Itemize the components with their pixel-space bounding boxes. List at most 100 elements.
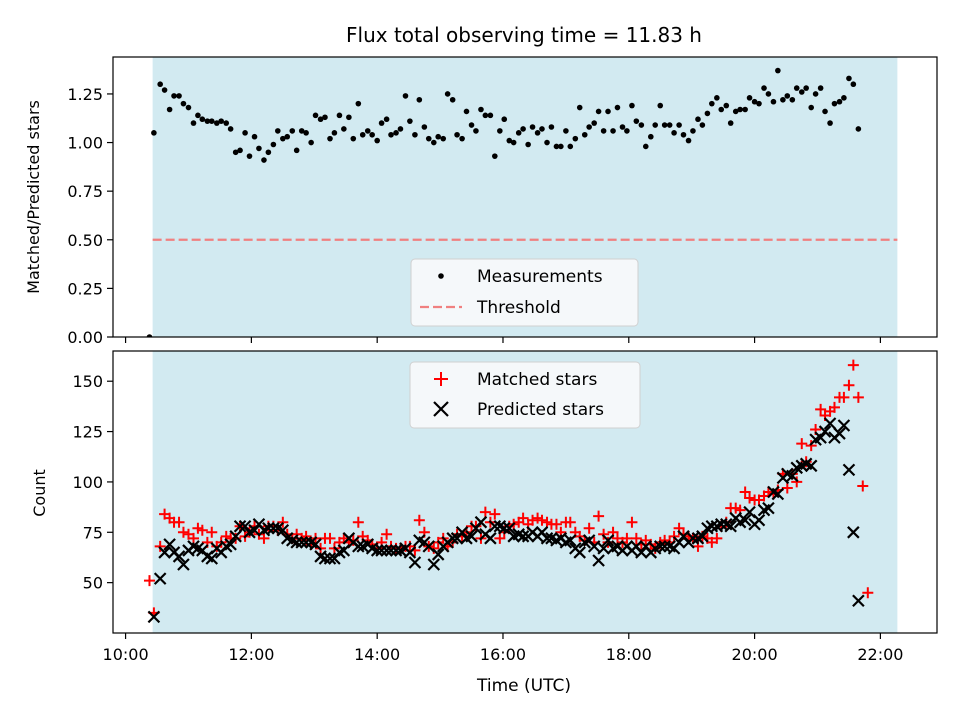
chart-title: Flux total observing time = 11.83 h xyxy=(346,23,702,47)
legend-matched-marker xyxy=(434,372,448,386)
legend-measurements-marker xyxy=(438,273,444,279)
measurement-point xyxy=(242,130,248,136)
measurement-point xyxy=(610,128,616,134)
matched-star-point xyxy=(196,524,208,536)
predicted-star-point xyxy=(352,540,365,553)
matched-star-point xyxy=(711,532,723,544)
matched-star-point xyxy=(847,359,859,371)
measurement-point xyxy=(633,118,640,124)
matched-star-point xyxy=(258,532,270,544)
measurement-point xyxy=(430,139,437,146)
matched-star-point xyxy=(527,514,539,526)
predicted-star-point xyxy=(601,534,615,547)
matched-star-point xyxy=(630,532,642,544)
predicted-star-point xyxy=(564,534,577,547)
predicted-star-point xyxy=(403,546,417,559)
matched-star-point xyxy=(381,528,393,540)
matched-star-point xyxy=(815,403,827,415)
measurement-point xyxy=(756,100,762,107)
measurements-layer xyxy=(146,67,862,337)
measurement-point xyxy=(737,106,743,113)
bottom-y-axis-label: Count xyxy=(30,469,49,517)
measurement-point xyxy=(567,143,574,150)
predicted-star-point xyxy=(696,530,709,543)
measurement-point xyxy=(359,131,366,138)
matched-star-point xyxy=(593,510,605,522)
predicted-star-point xyxy=(842,463,856,477)
matched-star-point xyxy=(828,401,840,413)
matched-star-point xyxy=(805,440,817,452)
predicted-star-point xyxy=(295,536,308,549)
matched-star-point xyxy=(300,530,312,542)
measurement-point xyxy=(369,131,375,138)
predicted-star-point xyxy=(488,519,502,533)
measurement-point xyxy=(808,104,814,111)
measurement-point xyxy=(657,102,664,109)
matched-star-point xyxy=(206,526,218,538)
measurement-point xyxy=(690,128,696,134)
measurement-point xyxy=(350,135,357,142)
bottom-y-tick-label: 50 xyxy=(83,574,103,593)
predicted-stars-layer xyxy=(147,417,865,624)
x-tick-label: 18:00 xyxy=(606,645,652,664)
measurement-point xyxy=(440,135,447,142)
matched-star-point xyxy=(489,508,501,520)
measurement-point xyxy=(151,130,157,136)
measurement-point xyxy=(501,116,508,123)
measurement-point xyxy=(374,137,380,144)
predicted-star-point xyxy=(653,540,667,553)
predicted-star-point xyxy=(597,542,610,555)
predicted-star-point xyxy=(290,536,303,549)
predicted-star-point xyxy=(238,519,252,533)
predicted-star-point xyxy=(474,515,488,529)
matched-star-point xyxy=(796,438,808,450)
predicted-star-point xyxy=(635,546,648,559)
measurement-point xyxy=(515,130,522,136)
matched-star-point xyxy=(550,518,562,530)
measurement-point xyxy=(784,93,791,99)
measurement-point xyxy=(789,96,796,103)
legend-measurements-label: Measurements xyxy=(477,267,603,287)
measurement-point xyxy=(327,135,333,142)
measurement-point xyxy=(478,106,484,113)
measurement-point xyxy=(232,149,239,156)
bottom-axes-frame xyxy=(112,350,938,634)
measurement-point xyxy=(146,334,153,337)
matched-star-point xyxy=(852,391,864,403)
matched-star-point xyxy=(781,482,793,494)
measurement-point xyxy=(204,118,211,124)
measurement-point xyxy=(199,116,206,123)
measurement-point xyxy=(676,122,682,128)
measurement-point xyxy=(855,126,862,132)
measurement-point xyxy=(341,126,347,132)
measurement-point xyxy=(671,130,677,136)
measurement-point xyxy=(463,108,470,115)
predicted-star-point xyxy=(738,513,752,527)
measurement-point xyxy=(803,85,809,91)
measurement-point xyxy=(595,108,602,115)
measurement-point xyxy=(185,104,192,111)
matched-star-point xyxy=(413,514,425,526)
measurement-point xyxy=(614,104,621,111)
predicted-star-point xyxy=(804,459,818,473)
matched-star-point xyxy=(173,516,185,528)
predicted-star-point xyxy=(833,427,846,440)
predicted-star-point xyxy=(229,530,242,543)
measurement-point xyxy=(265,149,272,156)
predicted-star-point xyxy=(370,544,384,557)
predicted-star-point xyxy=(153,572,167,585)
measurement-point xyxy=(289,128,296,134)
measurement-point xyxy=(558,143,564,150)
measurement-point xyxy=(836,98,843,105)
top-y-tick-label: 0.25 xyxy=(67,279,103,298)
measurement-point xyxy=(449,96,456,103)
predicted-star-point xyxy=(408,556,422,569)
measurement-point xyxy=(685,137,692,144)
measurement-point xyxy=(308,139,314,146)
measurement-point xyxy=(402,93,409,99)
measurement-point xyxy=(412,131,418,138)
predicted-star-point xyxy=(786,469,799,483)
top-panel: 0.00 0.25 0.50 0.75 1.00 1.25 Matched/Predict… xyxy=(24,56,938,347)
measurement-point xyxy=(293,147,300,154)
matched-star-point xyxy=(598,528,610,540)
